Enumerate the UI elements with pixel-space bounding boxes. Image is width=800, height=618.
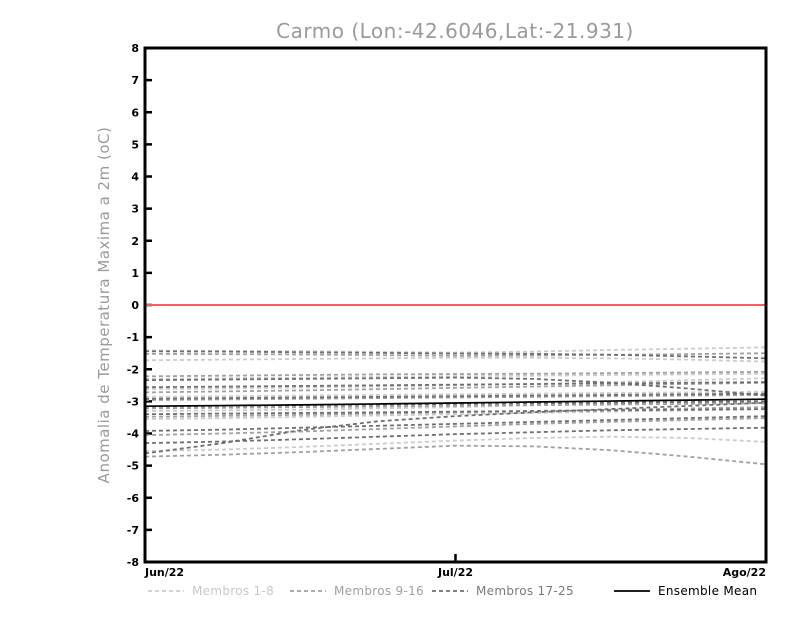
x-axis-ticks: Jun/22 Jul/22 Ago/22 bbox=[143, 554, 768, 579]
member-line bbox=[144, 444, 767, 466]
member-line bbox=[144, 394, 767, 401]
member-line bbox=[144, 408, 767, 420]
member-line bbox=[144, 370, 767, 378]
y-tick-label: 2 bbox=[131, 235, 139, 248]
y-tick-label: 6 bbox=[131, 106, 139, 119]
y-tick-label: 3 bbox=[131, 203, 139, 216]
member-line bbox=[144, 435, 767, 453]
member-line bbox=[144, 426, 767, 445]
x-tick-label: Jul/22 bbox=[437, 566, 473, 579]
plot-frame bbox=[143, 46, 768, 564]
member-line bbox=[144, 346, 767, 354]
member-line bbox=[144, 376, 767, 397]
member-line bbox=[144, 350, 767, 360]
y-tick-label: 0 bbox=[131, 299, 139, 312]
legend-label: Membros 1-8 bbox=[192, 584, 274, 598]
legend-label: Ensemble Mean bbox=[658, 584, 757, 598]
chart-title: Carmo (Lon:-42.6046,Lat:-21.931) bbox=[276, 19, 634, 43]
y-tick-label: -1 bbox=[127, 331, 139, 344]
member-line bbox=[144, 402, 767, 410]
y-tick-label: -4 bbox=[127, 428, 140, 441]
legend-label: Membros 9-16 bbox=[334, 584, 424, 598]
member-line bbox=[144, 372, 767, 380]
y-tick-label: -3 bbox=[127, 395, 139, 408]
y-tick-label: 8 bbox=[131, 42, 139, 55]
member-line bbox=[144, 401, 767, 455]
chart-legend: Membros 1-8 Membros 9-16 Membros 17-25 Ense… bbox=[148, 584, 757, 598]
member-line bbox=[144, 415, 767, 432]
x-tick-label: Jun/22 bbox=[144, 566, 184, 579]
ensemble-mean-line bbox=[144, 398, 767, 408]
ensemble-member-lines bbox=[144, 346, 767, 466]
member-line bbox=[144, 408, 767, 416]
member-line bbox=[144, 400, 767, 408]
y-tick-label: -5 bbox=[127, 460, 139, 473]
y-tick-label: -8 bbox=[127, 556, 139, 569]
y-tick-label: -6 bbox=[127, 492, 140, 505]
y-tick-label: 1 bbox=[131, 267, 139, 280]
member-line bbox=[144, 392, 767, 400]
y-axis-label: Anomalia de Temperatura Maxima a 2m (oC) bbox=[95, 127, 113, 484]
member-line bbox=[144, 390, 767, 398]
y-tick-label: 5 bbox=[131, 138, 139, 151]
y-tick-label: -2 bbox=[127, 363, 139, 376]
member-line bbox=[144, 417, 767, 437]
member-line bbox=[144, 398, 767, 412]
y-tick-label: 4 bbox=[131, 171, 139, 184]
member-line bbox=[144, 381, 767, 389]
x-tick-label: Ago/22 bbox=[723, 566, 766, 579]
y-tick-label: 7 bbox=[131, 74, 139, 87]
legend-label: Membros 17-25 bbox=[476, 584, 574, 598]
member-line bbox=[144, 381, 767, 394]
member-line bbox=[144, 356, 767, 363]
member-line bbox=[144, 352, 767, 357]
y-tick-label: -7 bbox=[127, 524, 139, 537]
